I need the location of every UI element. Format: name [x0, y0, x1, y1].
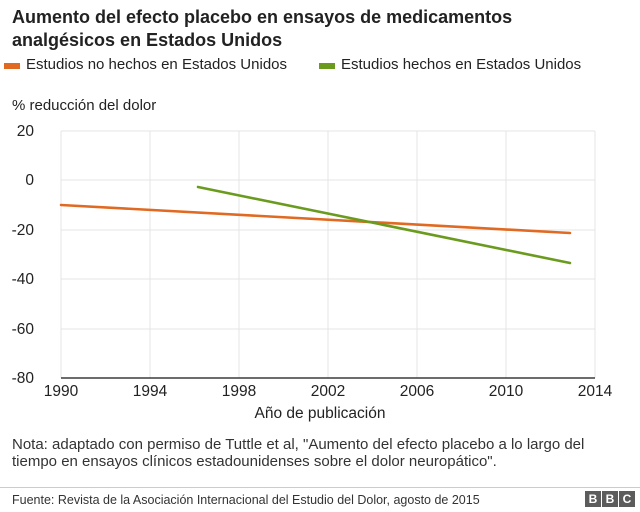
svg-text:-40: -40 — [12, 271, 35, 288]
svg-text:-20: -20 — [12, 222, 35, 239]
svg-text:1990: 1990 — [44, 383, 79, 400]
svg-text:-60: -60 — [12, 321, 35, 338]
svg-text:0: 0 — [25, 172, 34, 189]
svg-text:20: 20 — [17, 123, 35, 140]
svg-text:2010: 2010 — [489, 383, 524, 400]
svg-text:2002: 2002 — [311, 383, 345, 400]
svg-text:2006: 2006 — [400, 383, 434, 400]
svg-text:2014: 2014 — [578, 383, 613, 400]
svg-text:1994: 1994 — [133, 383, 168, 400]
svg-text:-80: -80 — [12, 370, 35, 387]
svg-text:1998: 1998 — [222, 383, 256, 400]
